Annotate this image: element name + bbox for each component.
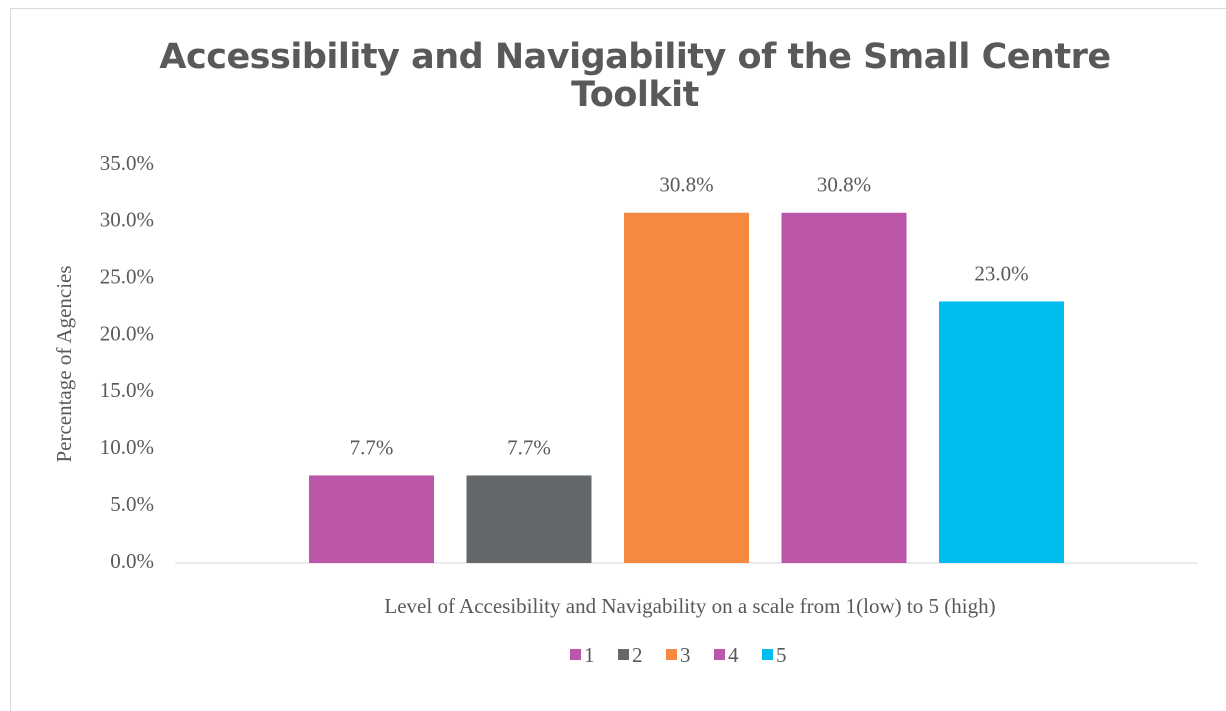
data-label: 7.7% <box>507 435 551 459</box>
legend-swatch <box>762 649 773 660</box>
chart-border <box>10 8 1226 711</box>
y-tick-label: 30.0% <box>100 208 154 232</box>
legend-label: 3 <box>680 643 691 667</box>
bar <box>939 301 1064 563</box>
y-tick-label: 15.0% <box>100 378 154 402</box>
legend-label: 5 <box>776 643 787 667</box>
legend-swatch <box>618 649 629 660</box>
chart-title: Accessibility and Navigability of the Sm… <box>159 37 1111 115</box>
x-axis-label: Level of Accesibility and Navigability o… <box>384 594 995 618</box>
legend-swatch <box>714 649 725 660</box>
legend-swatch <box>666 649 677 660</box>
y-tick-label: 0.0% <box>110 549 154 573</box>
data-label: 23.0% <box>974 261 1028 285</box>
y-tick-label: 35.0% <box>100 151 154 175</box>
legend-label: 1 <box>584 643 595 667</box>
legend-label: 4 <box>728 643 739 667</box>
data-label: 30.8% <box>817 173 871 197</box>
bar <box>309 475 434 563</box>
y-tick-label: 25.0% <box>100 265 154 289</box>
y-tick-label: 10.0% <box>100 435 154 459</box>
data-label: 7.7% <box>350 435 394 459</box>
y-tick-label: 20.0% <box>100 321 154 345</box>
y-tick-label: 5.0% <box>110 492 154 516</box>
bar <box>781 212 907 563</box>
data-label: 30.8% <box>659 173 713 197</box>
legend-swatch <box>570 649 581 660</box>
bar <box>466 475 592 563</box>
bar <box>624 212 749 563</box>
y-axis-label: Percentage of Agencies <box>52 265 76 462</box>
legend-label: 2 <box>632 643 643 667</box>
